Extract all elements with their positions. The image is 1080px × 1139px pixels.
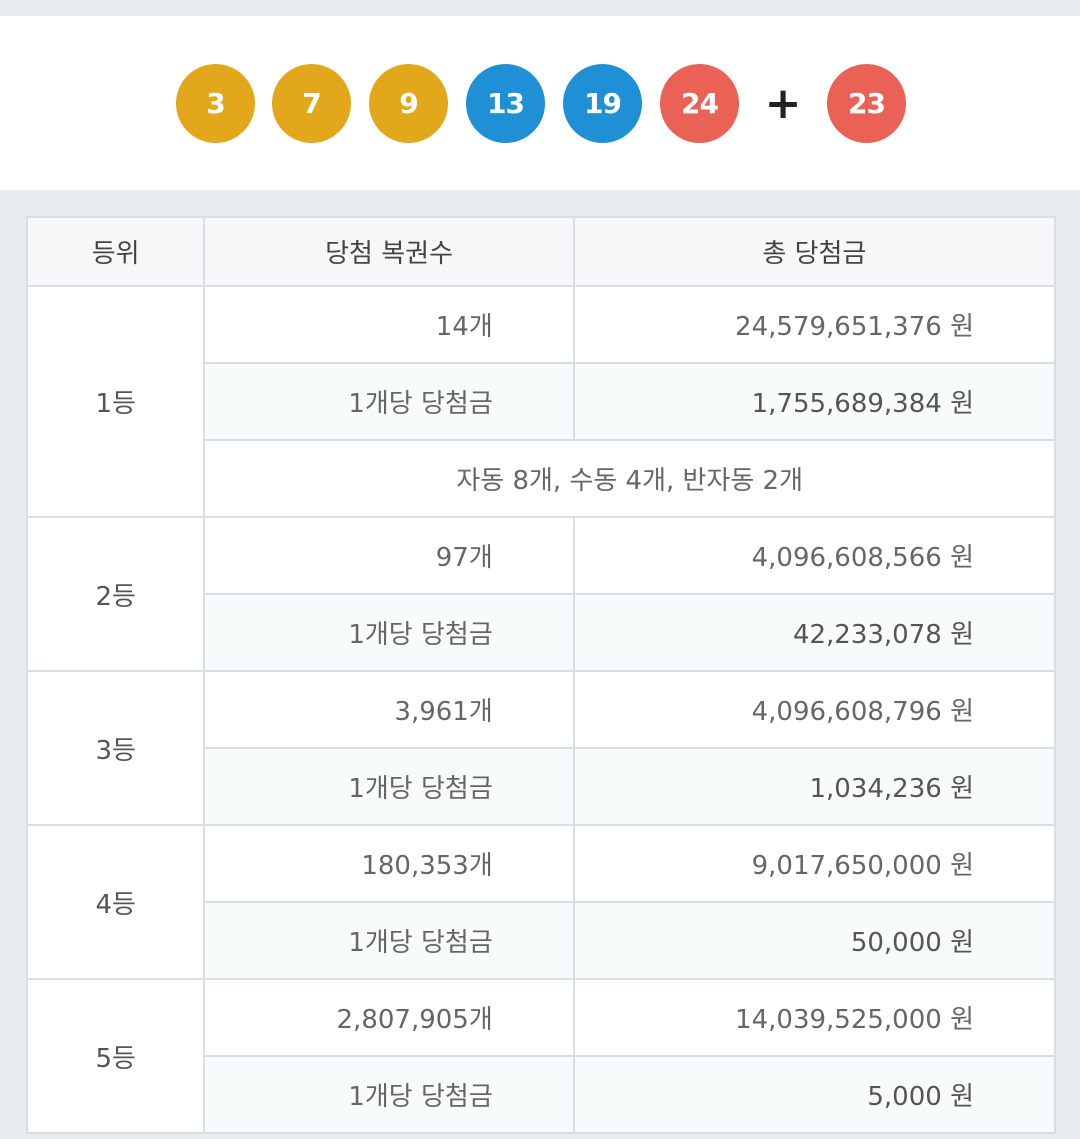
table-row: 1개당 당첨금 50,000 원 [27,901,1057,980]
rank-cell: 1등 [25,285,206,518]
bonus-ball: 23 [827,64,906,143]
winners-cell: 14개 [203,285,575,364]
rank-cell: 3등 [25,670,206,826]
winning-numbers-row: 3 7 9 13 19 24 + 23 [0,16,1080,190]
per-ticket-label: 1개당 당첨금 [203,901,575,980]
prize-table: 등위 당첨 복권수 총 당첨금 1등 14개 24,579,651,376 원 … [25,216,1057,1134]
table-header-row: 등위 당첨 복권수 총 당첨금 [25,216,1057,287]
per-ticket-label: 1개당 당첨금 [203,593,575,672]
total-prize-cell: 4,096,608,566 원 [572,516,1057,595]
top-strip [0,0,1080,16]
table-row: 5등 2,807,905개 14,039,525,000 원 [25,978,1057,1134]
rank-cell: 5등 [25,978,206,1134]
winners-cell: 180,353개 [203,824,575,903]
rank-cell: 4등 [25,824,206,980]
table-row: 3등 3,961개 4,096,608,796 원 [25,670,1057,826]
total-prize-cell: 24,579,651,376 원 [572,285,1057,364]
number-ball: 7 [272,64,351,143]
per-ticket-amount: 1,755,689,384 원 [572,362,1057,441]
purchase-type-note: 자동 8개, 수동 4개, 반자동 2개 [203,439,1056,518]
per-ticket-label: 1개당 당첨금 [203,1055,575,1134]
winners-cell: 2,807,905개 [203,978,575,1057]
total-prize-cell: 9,017,650,000 원 [572,824,1057,903]
per-ticket-label: 1개당 당첨금 [203,747,575,826]
table-row: 1개당 당첨금 1,034,236 원 [27,747,1057,826]
table-row: 2등 97개 4,096,608,566 원 [25,516,1057,672]
number-ball: 24 [660,64,739,143]
winners-cell: 97개 [203,516,575,595]
per-ticket-amount: 5,000 원 [572,1055,1057,1134]
header-rank: 등위 [25,216,206,287]
number-ball: 3 [176,64,255,143]
number-ball: 13 [466,64,545,143]
header-total-prize: 총 당첨금 [572,216,1057,287]
number-ball: 9 [369,64,448,143]
per-ticket-amount: 42,233,078 원 [572,593,1057,672]
table-row: 1개당 당첨금 1,755,689,384 원 [27,362,1057,441]
table-row: 1개당 당첨금 5,000 원 [27,1055,1057,1134]
winners-cell: 3,961개 [203,670,575,749]
table-row: 자동 8개, 수동 4개, 반자동 2개 [27,439,1056,518]
rank-cell: 2등 [25,516,206,672]
total-prize-cell: 4,096,608,796 원 [572,670,1057,749]
winning-numbers-panel: 3 7 9 13 19 24 + 23 [0,16,1080,190]
total-prize-cell: 14,039,525,000 원 [572,978,1057,1057]
table-row: 4등 180,353개 9,017,650,000 원 [25,824,1057,980]
header-winners: 당첨 복권수 [203,216,575,287]
per-ticket-amount: 1,034,236 원 [572,747,1057,826]
per-ticket-label: 1개당 당첨금 [203,362,575,441]
per-ticket-amount: 50,000 원 [572,901,1057,980]
table-row: 1등 14개 24,579,651,376 원 [25,285,1057,518]
table-row: 1개당 당첨금 42,233,078 원 [27,593,1057,672]
plus-sign: + [764,78,802,129]
number-ball: 19 [563,64,642,143]
